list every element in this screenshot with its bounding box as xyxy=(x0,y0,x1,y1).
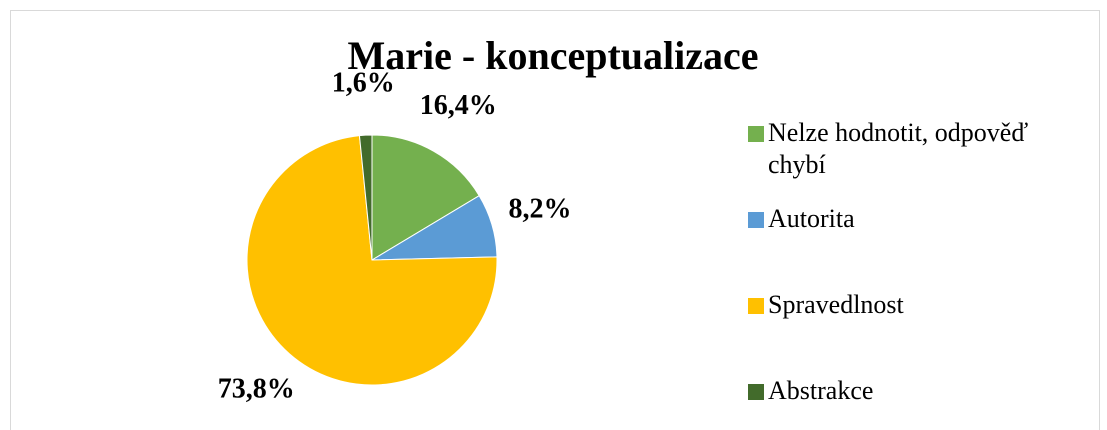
legend-swatch xyxy=(748,384,764,400)
legend-swatch xyxy=(748,212,764,228)
legend-label: Autorita xyxy=(768,204,855,233)
data-label: 16,4% xyxy=(420,90,497,121)
data-label: 1,6% xyxy=(332,68,395,99)
data-label: 73,8% xyxy=(218,374,295,405)
legend-swatch xyxy=(748,298,764,314)
pie-slice xyxy=(246,135,498,386)
legend-entry: Abstrakce xyxy=(748,375,1068,407)
data-label: 8,2% xyxy=(509,194,572,225)
legend-label: Abstrakce xyxy=(768,376,874,405)
pie-slice xyxy=(358,134,373,261)
legend-swatch xyxy=(748,126,764,142)
legend-label: Spravedlnost xyxy=(768,290,904,319)
legend-entry: Spravedlnost xyxy=(748,289,1068,321)
legend-entry: Autorita xyxy=(748,203,1068,235)
legend-label: Nelze hodnotit, odpověď chybí xyxy=(768,118,1029,179)
chart-title: Marie - konceptualizace xyxy=(348,33,759,78)
pie-slice xyxy=(371,134,480,261)
legend-entry: Nelze hodnotit, odpověď chybí xyxy=(748,117,1068,181)
chart-frame xyxy=(10,10,1100,430)
